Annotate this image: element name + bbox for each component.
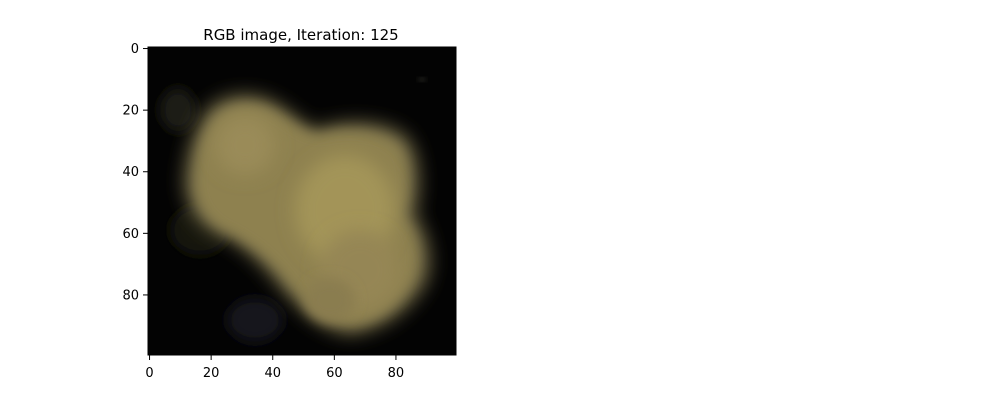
- axes-frame: [147, 46, 457, 356]
- y-axis: 0 20 40 60 80: [122, 42, 148, 303]
- x-tick-label: 20: [203, 366, 220, 381]
- y-tick-label: 0: [131, 42, 139, 57]
- y-tick-label: 80: [122, 288, 139, 303]
- y-tick-label: 40: [122, 165, 139, 180]
- x-tick-label: 80: [388, 366, 405, 381]
- x-tick-label: 40: [264, 366, 281, 381]
- x-tick-label: 0: [145, 366, 153, 381]
- plot-title: RGB image, Iteration: 125: [203, 26, 398, 44]
- x-tick-label: 60: [326, 366, 343, 381]
- y-tick-label: 60: [122, 227, 139, 242]
- y-tick-label: 20: [122, 104, 139, 119]
- x-axis: 0 20 40 60 80: [145, 355, 404, 381]
- rgb-image: [148, 47, 456, 355]
